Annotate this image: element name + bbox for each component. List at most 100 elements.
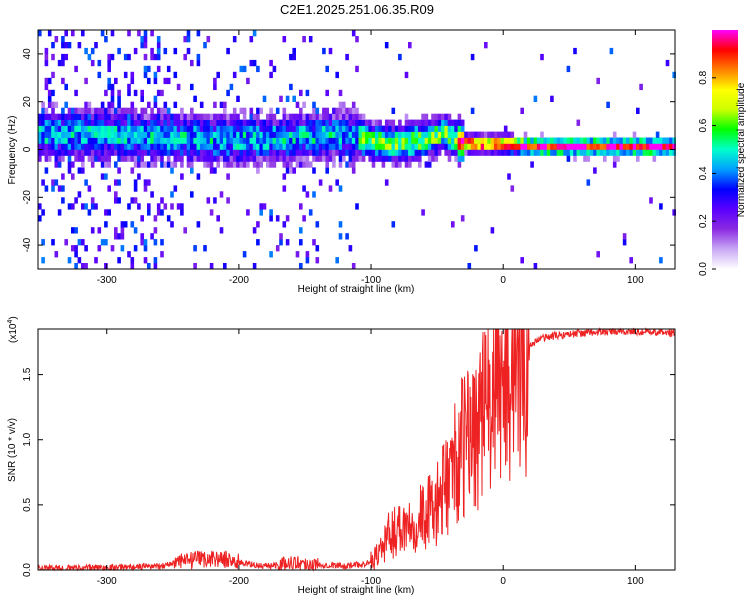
heatmap-cell [104,209,108,216]
heatmap-cell [662,149,666,156]
heatmap-cell [384,137,389,144]
heatmap-cell [351,161,356,168]
heatmap-cell [256,161,260,168]
heatmap-cell [490,143,495,150]
heatmap-cell [173,185,178,192]
heatmap-cell [266,149,270,156]
heatmap-cell [305,257,310,264]
heatmap-cell [586,137,591,144]
heatmap-cell [540,149,544,156]
heatmap-cell [500,149,505,156]
heatmap-cell [351,125,356,132]
heatmap-cell [451,149,455,156]
heatmap-cell [84,203,88,210]
heatmap-cell [642,137,647,144]
heatmap-cell [153,119,158,126]
heatmap-cell [41,113,45,120]
heatmap-cell [140,119,144,126]
heatmap-cell [137,173,141,180]
heatmap-cell [133,125,138,132]
heatmap-cell [183,137,187,144]
heatmap-cell [282,107,287,114]
heatmap-cell [114,227,118,234]
snr-background [38,329,675,570]
heatmap-cell [203,155,207,162]
heatmap-cell [490,227,495,234]
heatmap-cell [71,119,75,126]
heatmap-cell [583,155,587,162]
snr-x-ticks: -300 -200 -100 0 100 [97,329,644,587]
heatmap-cell [41,257,45,264]
heatmap-cell [437,113,442,120]
heatmap-cell [543,143,548,150]
heatmap-cell [107,137,111,144]
heatmap-cell [236,137,240,144]
heatmap-cell [636,107,640,114]
heatmap-cell [252,30,257,37]
heatmap-cell [153,143,158,150]
heatmap-cell [97,119,102,126]
heatmap-cell [100,239,105,246]
heatmap-cell [160,197,164,204]
heatmap-cell [404,119,409,126]
heatmap-cell [427,155,432,162]
heatmap-cell [345,149,349,156]
heatmap-cell [176,131,181,138]
spectrogram-y-tick-label: -20 [22,190,33,205]
heatmap-cell [186,125,191,132]
heatmap-cell [375,119,379,126]
heatmap-cell [156,125,161,132]
heatmap-cell [269,71,273,79]
heatmap-cell [315,113,320,120]
heatmap-cell [342,155,346,162]
heatmap-cell [457,137,462,144]
heatmap-cell [104,125,108,132]
heatmap-cell [652,137,657,144]
heatmap-cell [484,42,488,49]
heatmap-cell [166,149,171,156]
heatmap-cell [193,143,197,150]
heatmap-cell [160,239,164,246]
heatmap-cell [322,149,326,156]
heatmap-cell [315,143,320,150]
heatmap-cell [196,137,201,144]
heatmap-cell [190,83,194,91]
heatmap-cell [140,95,144,102]
heatmap-cell [659,203,663,210]
heatmap-cell [236,155,240,162]
heatmap-cell [256,221,260,228]
heatmap-cell [143,161,148,168]
heatmap-cell [229,113,234,120]
heatmap-cell [282,125,287,132]
heatmap-cell [348,125,353,132]
heatmap-cell [553,149,557,156]
heatmap-cell [282,131,287,138]
heatmap-cell [87,107,92,114]
heatmap-cell [186,155,191,162]
heatmap-cell [153,95,158,102]
heatmap-cell [431,119,435,126]
heatmap-cell [143,107,148,114]
heatmap-cell [170,119,174,126]
heatmap-cell [110,95,115,102]
heatmap-cell [596,143,600,150]
heatmap-cell [289,137,293,144]
heatmap-cell [180,131,184,138]
heatmap-cell [213,167,217,174]
heatmap-cell [470,107,475,114]
heatmap-cell [166,113,171,120]
heatmap-cell [133,143,138,150]
heatmap-cell [527,143,531,150]
heatmap-cell [672,137,676,144]
heatmap-cell [563,137,567,144]
heatmap-cell [384,125,389,132]
heatmap-cell [345,107,349,114]
heatmap-cell [533,149,538,156]
heatmap-cell [305,137,310,144]
heatmap-cell [285,149,290,156]
heatmap-cell [335,119,339,126]
heatmap-cell [493,149,498,156]
heatmap-cell [639,83,643,91]
heatmap-cell [375,143,379,150]
